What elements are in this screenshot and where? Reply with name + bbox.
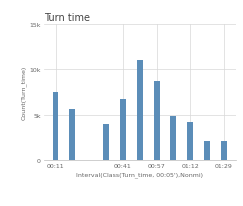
Bar — [221, 142, 227, 161]
Bar — [204, 142, 210, 161]
Bar — [103, 124, 109, 161]
Bar — [120, 100, 126, 161]
Bar — [137, 61, 143, 161]
X-axis label: Interval(Class(Turn_time, 00:05'),Nonmi): Interval(Class(Turn_time, 00:05'),Nonmi) — [76, 171, 203, 177]
Bar — [154, 82, 159, 161]
Y-axis label: Count(Turn_time): Count(Turn_time) — [21, 66, 27, 120]
Bar — [52, 93, 59, 161]
Bar — [69, 109, 75, 161]
Bar — [187, 123, 193, 161]
Text: Turn time: Turn time — [44, 13, 90, 23]
Bar — [170, 116, 176, 161]
